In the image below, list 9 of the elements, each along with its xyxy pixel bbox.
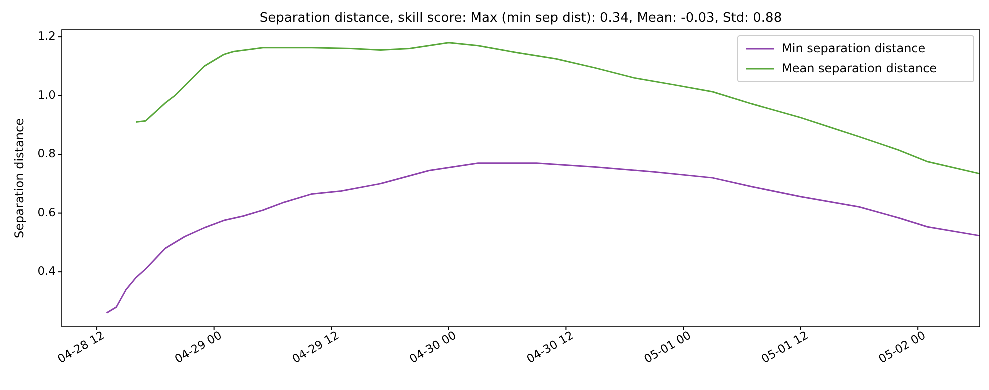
y-tick-label: 0.6 — [38, 205, 56, 220]
y-tick-label: 0.4 — [38, 264, 56, 278]
legend-label: Mean separation distance — [782, 61, 938, 76]
chart-title: Separation distance, skill score: Max (min sep dist): 0.34, Mean: -0.03, Std: 0.88 — [260, 11, 782, 26]
y-tick-label: 1.0 — [38, 88, 56, 102]
y-axis-title: Separation distance — [12, 118, 26, 238]
y-tick-label: 0.8 — [38, 146, 56, 161]
y-tick-label: 1.2 — [38, 29, 56, 44]
legend-label: Min separation distance — [782, 41, 926, 56]
